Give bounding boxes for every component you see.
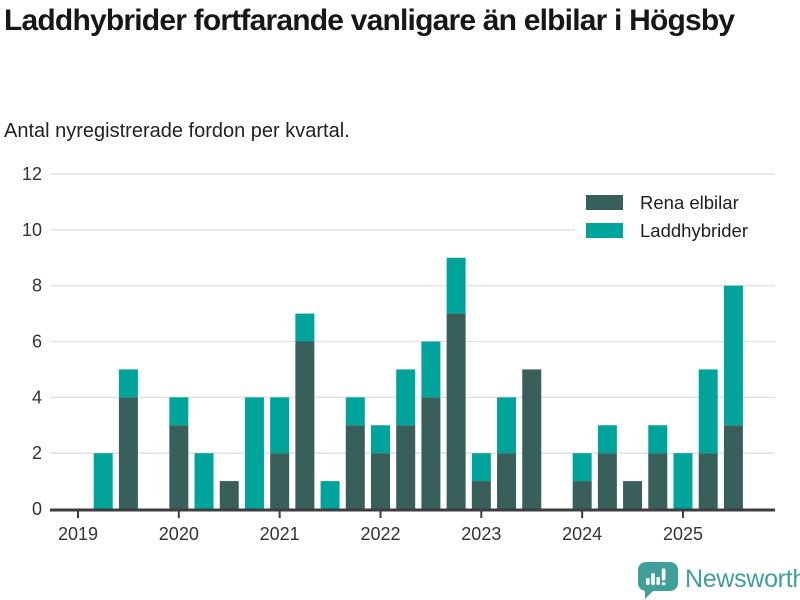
bar-segment [270, 397, 290, 454]
bar-segment [421, 341, 441, 398]
x-tick-label: 2019 [58, 524, 98, 544]
bar-segment [698, 453, 718, 509]
bar-segment [623, 481, 643, 509]
bar-segment [497, 453, 517, 509]
newsworthy-brand-link[interactable]: Newsworthy [638, 562, 800, 600]
legend-label: Rena elbilar [640, 192, 739, 213]
bar-segment [244, 397, 264, 509]
bar-segment [723, 285, 743, 426]
bar-segment [497, 397, 517, 454]
bar-segment [421, 397, 441, 509]
bar-segment [118, 397, 138, 509]
bar-segment [345, 425, 365, 509]
chart-title: Laddhybrider fortfarande vanligare än el… [4, 4, 735, 37]
x-tick-label: 2025 [663, 524, 703, 544]
bar-segment [572, 481, 592, 509]
bar-segment [723, 425, 743, 509]
legend-swatch [586, 195, 623, 210]
bar-segment [169, 425, 189, 509]
bar-segment [396, 369, 416, 426]
bar-segment [673, 453, 693, 509]
bar-segment [597, 453, 617, 509]
bar-segment [270, 453, 290, 509]
bar-segment [370, 453, 390, 509]
y-tick-label: 8 [32, 276, 42, 296]
bar-segment [295, 341, 315, 509]
x-tick-label: 2020 [159, 524, 199, 544]
bar-segment [295, 313, 315, 342]
chart-subtitle: Antal nyregistrerade fordon per kvartal. [4, 120, 350, 142]
bar-segment [194, 453, 214, 509]
bar-segment [471, 481, 491, 509]
bar-segment [597, 425, 617, 454]
y-tick-label: 4 [32, 387, 42, 407]
bar-segment [345, 397, 365, 426]
bar-segment [320, 481, 340, 509]
bar-segment [446, 313, 466, 509]
bar-segment [471, 453, 491, 482]
stacked-bar-chart: 0 2 4 6 8 10 12 2019 2020 2021 2022 2023 2024 2025 Ren… [22, 164, 789, 544]
bar-segment [169, 397, 189, 426]
bar-segment [370, 425, 390, 454]
legend-label: Laddhybrider [640, 220, 748, 241]
y-tick-label: 12 [22, 164, 42, 184]
bar-segment [698, 369, 718, 454]
newsworthy-wordmark: Newsworthy [685, 565, 800, 593]
x-tick-label: 2022 [360, 524, 400, 544]
bar-segment [572, 453, 592, 482]
x-tick-label: 2024 [562, 524, 602, 544]
y-tick-label: 6 [32, 332, 42, 352]
newsworthy-logo-icon [638, 562, 678, 599]
y-tick-label: 10 [22, 220, 42, 240]
y-tick-label: 2 [32, 443, 42, 463]
bar-segment [522, 369, 542, 509]
bar-segment [446, 257, 466, 314]
y-tick-label: 0 [32, 499, 42, 519]
bar-segment [93, 453, 113, 509]
x-tick-label: 2023 [461, 524, 501, 544]
bar-segment [396, 425, 416, 509]
bar-segment [648, 453, 668, 509]
legend-swatch [586, 223, 623, 238]
bar-segment [118, 369, 138, 398]
bar-segment [648, 425, 668, 454]
x-tick-label: 2021 [260, 524, 300, 544]
bar-segment [219, 481, 239, 509]
